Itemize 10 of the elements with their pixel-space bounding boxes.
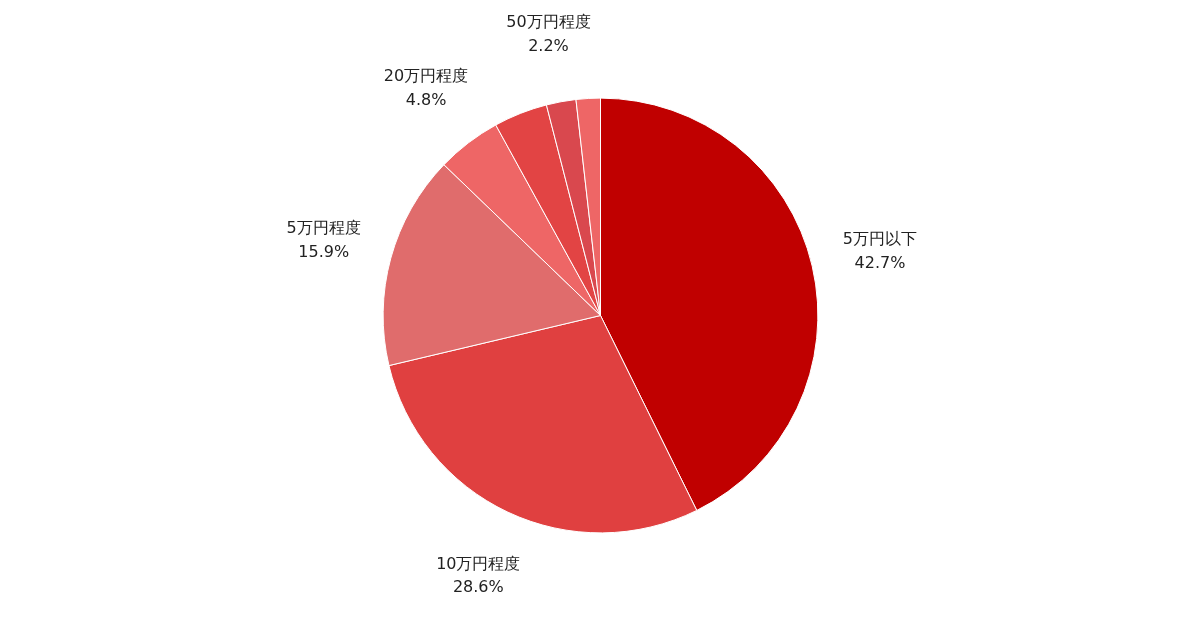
data-label: 28.6% — [452, 577, 504, 597]
data-label: 15.9% — [298, 242, 350, 262]
slice-label: 20万円程度 — [383, 66, 469, 86]
slice-label: 5万円以下 — [842, 228, 918, 248]
slice-label: 50万円程度 — [506, 12, 591, 32]
slice-label: 5万円程度 — [286, 218, 361, 238]
data-label: 2.2% — [528, 35, 569, 55]
data-label: 42.7% — [854, 252, 906, 272]
data-label: 4.8% — [405, 90, 447, 110]
slice-label: 10万円程度 — [436, 553, 521, 573]
